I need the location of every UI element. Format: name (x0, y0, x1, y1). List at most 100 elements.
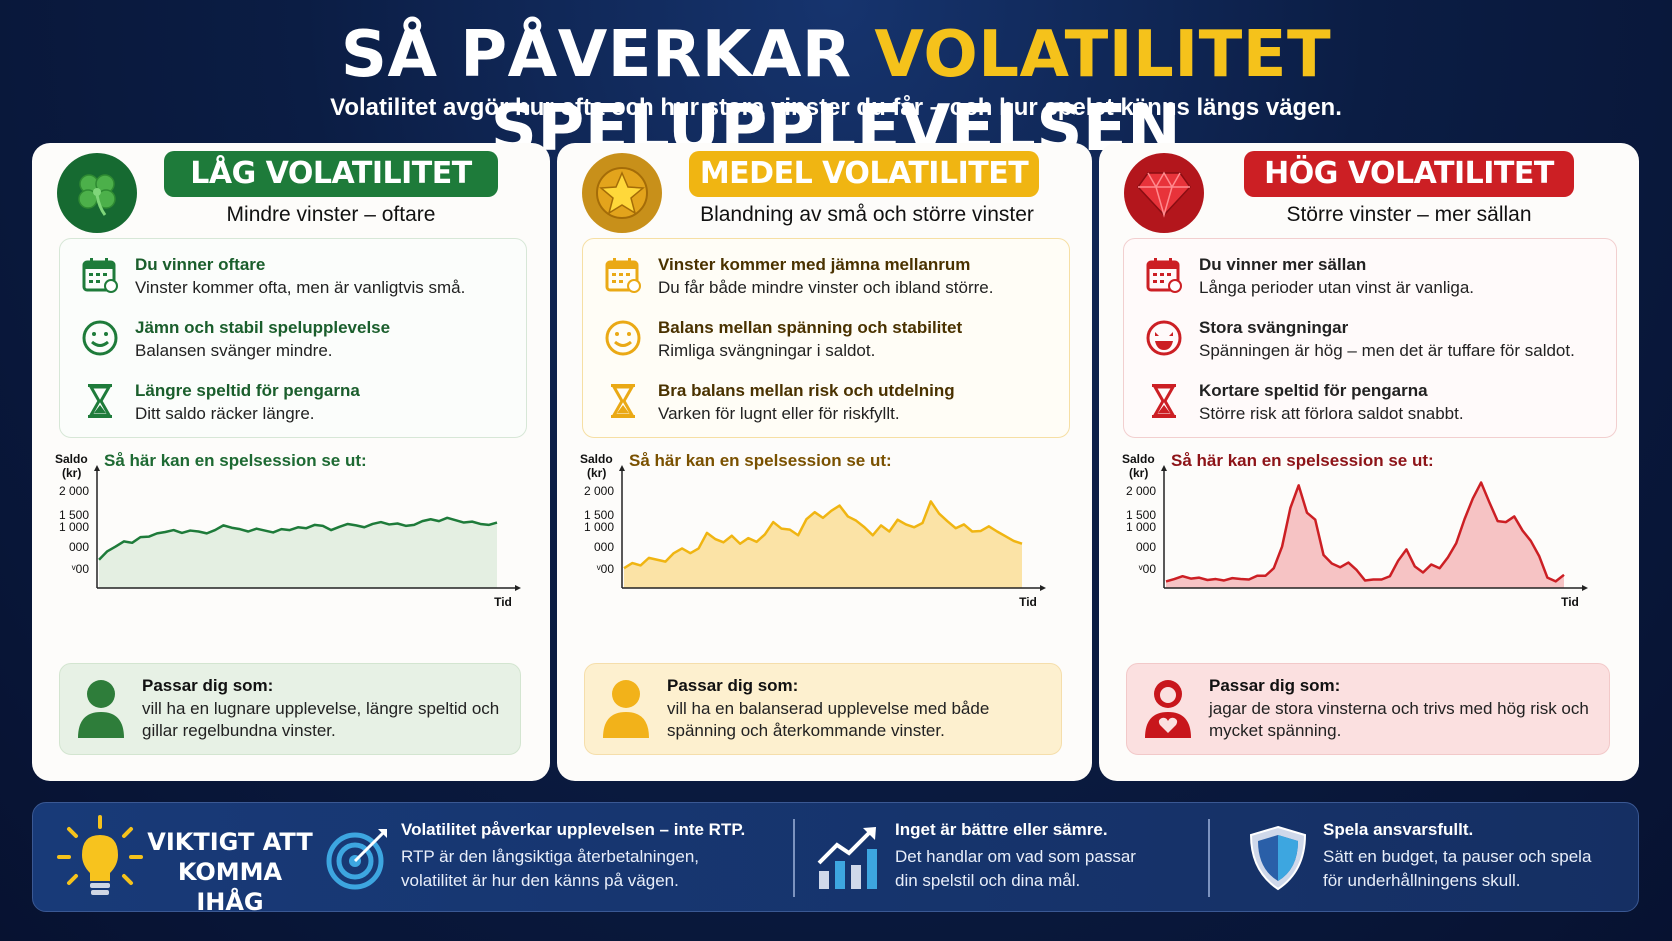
y-axis-arrow (619, 465, 625, 471)
footer-item-line: din spelstil och dina mål. (895, 871, 1081, 890)
y-axis-label: Saldo (1122, 452, 1155, 466)
feature-text: Du får både mindre vinster och ibland st… (658, 278, 994, 297)
feature-text: Långa perioder utan vinst är vanliga. (1199, 278, 1475, 297)
feature-title: Vinster kommer med jämna mellanrum (658, 255, 971, 274)
footer-item-title: Inget är bättre eller sämre. (895, 820, 1108, 839)
medium-volatility-panel: MEDEL VOLATILITET Blandning av små och s… (557, 143, 1092, 781)
title-highlight: VOLATILITET (874, 18, 1332, 92)
x-axis-arrow (515, 585, 521, 591)
footer-item-line: RTP är den långsiktiga återbetalningen, (401, 847, 700, 866)
shield-icon (1249, 825, 1307, 891)
y-tick-label: 2 000 (1126, 484, 1156, 498)
footer-item-text: Det handlar om vad som passar din spelst… (895, 845, 1136, 893)
hourglass-icon (1152, 384, 1176, 418)
divider (1208, 819, 1210, 897)
fit-box: Passar dig som: jagar de stora vinsterna… (1126, 663, 1610, 755)
feature-text: Rimliga svängningar i saldot. (658, 341, 876, 360)
y-tick-label: 1 000 (584, 520, 614, 534)
feature-title: Balans mellan spänning och stabilitet (658, 318, 963, 337)
session-label: Så här kan en spelsession se ut: (1171, 451, 1434, 470)
growth-chart-icon (817, 827, 877, 889)
y-tick-label: 000 (1136, 540, 1156, 554)
chart-line (623, 500, 1023, 570)
y-tick-label: 2 000 (584, 484, 614, 498)
person-icon (78, 680, 124, 738)
fit-text: vill ha en balanserad upplevelse med båd… (667, 699, 990, 740)
fit-text: vill ha en lugnare upplevelse, längre sp… (142, 699, 500, 740)
footer-item-text: Sätt en budget, ta pauser och spela för … (1323, 845, 1591, 893)
session-label: Så här kan en spelsession se ut: (629, 451, 892, 470)
y-axis-label-unit: (kr) (1129, 466, 1148, 480)
panel-tagline: Mindre vinster – oftare (226, 203, 436, 226)
panel-tagline: Blandning av små och större vinster (700, 203, 1034, 226)
footer-item-title: Volatilitet påverkar upplevelsen – inte … (401, 820, 746, 839)
footer-item-text: RTP är den långsiktiga återbetalningen, … (401, 845, 699, 893)
footer-item-line: Sätt en budget, ta pauser och spela (1323, 847, 1592, 866)
divider (793, 819, 795, 897)
y-tick-label: 000 (594, 540, 614, 554)
footer-item-line: Det handlar om vad som passar (895, 847, 1136, 866)
star-icon (582, 153, 662, 233)
x-axis-arrow (1582, 585, 1588, 591)
chart-line (1165, 481, 1565, 583)
fit-box: Passar dig som: vill ha en balanserad up… (584, 663, 1062, 755)
page-subtitle: Volatilitet avgör hur ofta och hur stora… (330, 94, 1342, 121)
y-tick-label: 1 000 (1126, 520, 1156, 534)
y-axis-label: Saldo (55, 452, 88, 466)
y-tick-label: ᵛ00 (1138, 562, 1157, 576)
y-tick-label: ᵛ00 (596, 562, 615, 576)
y-axis-arrow (1161, 465, 1167, 471)
x-axis-label: Tid (1019, 595, 1037, 609)
lightbulb-icon (57, 815, 143, 895)
feature-text: Spänningen är hög – men det är tuffare f… (1199, 341, 1575, 360)
gem-icon (1124, 153, 1204, 233)
y-tick-label: 000 (69, 540, 89, 554)
x-axis-arrow (1040, 585, 1046, 591)
footer-item-title: Spela ansvarsfullt. (1323, 820, 1474, 839)
y-tick-label: 1 500 (1126, 508, 1156, 522)
chart-area (99, 517, 497, 588)
smiley-icon (605, 320, 641, 356)
feature-text: Varken för lugnt eller för riskfyllt. (658, 404, 900, 423)
title-part-1: SÅ PÅVERKAR (340, 18, 852, 92)
panel-tagline: Större vinster – mer sällan (1286, 203, 1532, 226)
excited-face-icon (1146, 320, 1182, 356)
session-label: Så här kan en spelsession se ut: (104, 451, 367, 470)
feature-title: Längre speltid för pengarna (135, 381, 360, 400)
y-tick-label: 1 500 (59, 508, 89, 522)
y-axis-label-unit: (kr) (62, 466, 81, 480)
x-axis-label: Tid (494, 595, 512, 609)
feature-text: Ditt saldo räcker längre. (135, 404, 315, 423)
y-tick-label: 2 000 (59, 484, 89, 498)
high-volatility-panel: HÖG VOLATILITET Större vinster – mer säl… (1099, 143, 1639, 781)
y-tick-label: ᵛ00 (71, 562, 90, 576)
hourglass-icon (88, 384, 112, 418)
feature-title: Stora svängningar (1199, 318, 1349, 337)
feature-title: Jämn och stabil spelupplevelse (135, 318, 391, 337)
fit-box: Passar dig som: vill ha en lugnare upple… (59, 663, 521, 755)
clover-icon (57, 153, 137, 233)
chart-area (624, 501, 1022, 588)
feature-list: Vinster kommer med jämna mellanrum Du få… (582, 238, 1070, 438)
person-heart-icon (1145, 680, 1191, 738)
x-axis-label: Tid (1561, 595, 1579, 609)
y-tick-label: 1 500 (584, 508, 614, 522)
feature-title: Du vinner mer sällan (1199, 255, 1367, 274)
level-title: MEDEL VOLATILITET (689, 151, 1039, 197)
y-tick-label: 1 000 (59, 520, 89, 534)
smiley-icon (82, 320, 118, 356)
chart-area (1166, 482, 1564, 588)
feature-list: Du vinner mer sällan Långa perioder utan… (1123, 238, 1617, 438)
y-axis-label-unit: (kr) (587, 466, 606, 480)
chart-line (98, 516, 498, 561)
feature-list: Du vinner oftare Vinster kommer ofta, me… (59, 238, 527, 438)
fit-title: Passar dig som: (667, 676, 799, 695)
footer-item-line: för underhållningens skull. (1323, 871, 1521, 890)
person-icon (603, 680, 649, 738)
feature-title: Kortare speltid för pengarna (1199, 381, 1428, 400)
fit-title: Passar dig som: (142, 676, 274, 695)
calendar-icon (1146, 258, 1182, 293)
